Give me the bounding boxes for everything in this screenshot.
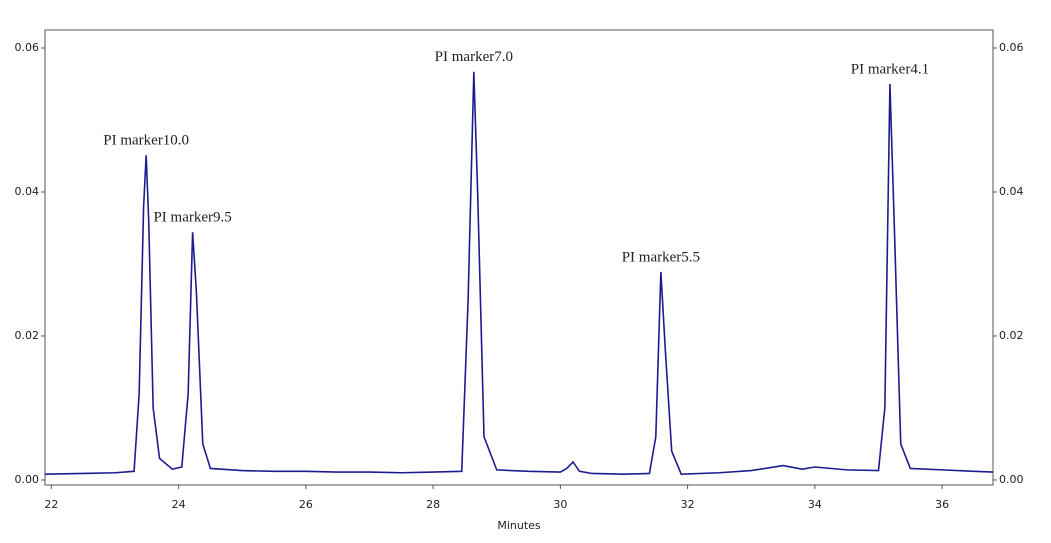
plot-frame — [44, 29, 994, 486]
y-tick-label: 0.04 — [15, 185, 40, 198]
y-tick-label: 0.02 — [15, 329, 40, 342]
y-tick-label: 0.00 — [15, 473, 40, 486]
x-tick-label: 28 — [426, 498, 440, 511]
peak-annotation: PI marker9.5 — [153, 210, 231, 226]
x-tick-label: 24 — [172, 498, 186, 511]
y2-tick-label: 0.04 — [999, 185, 1024, 198]
x-tick-label: 32 — [681, 498, 695, 511]
y2-tick-label: 0.06 — [999, 41, 1024, 54]
x-tick-label: 36 — [935, 498, 949, 511]
x-tick-label: 26 — [299, 498, 313, 511]
trace-line — [44, 71, 994, 476]
y2-tick-label: 0.02 — [999, 329, 1024, 342]
y2-tick-label: 0.00 — [999, 473, 1024, 486]
peak-annotation: PI marker4.1 — [851, 61, 929, 77]
x-tick-label: 22 — [44, 498, 58, 511]
x-tick-label: 30 — [553, 498, 567, 511]
y-tick-label: 0.06 — [15, 41, 40, 54]
peak-annotation: PI marker5.5 — [622, 249, 700, 265]
x-axis-label: Minutes — [497, 519, 541, 532]
x-tick-label: 34 — [808, 498, 822, 511]
peak-annotation: PI marker7.0 — [435, 49, 513, 65]
peak-annotation: PI marker10.0 — [103, 133, 189, 149]
